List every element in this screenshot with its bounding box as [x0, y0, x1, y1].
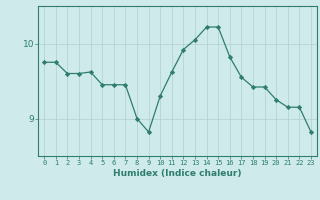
- X-axis label: Humidex (Indice chaleur): Humidex (Indice chaleur): [113, 169, 242, 178]
